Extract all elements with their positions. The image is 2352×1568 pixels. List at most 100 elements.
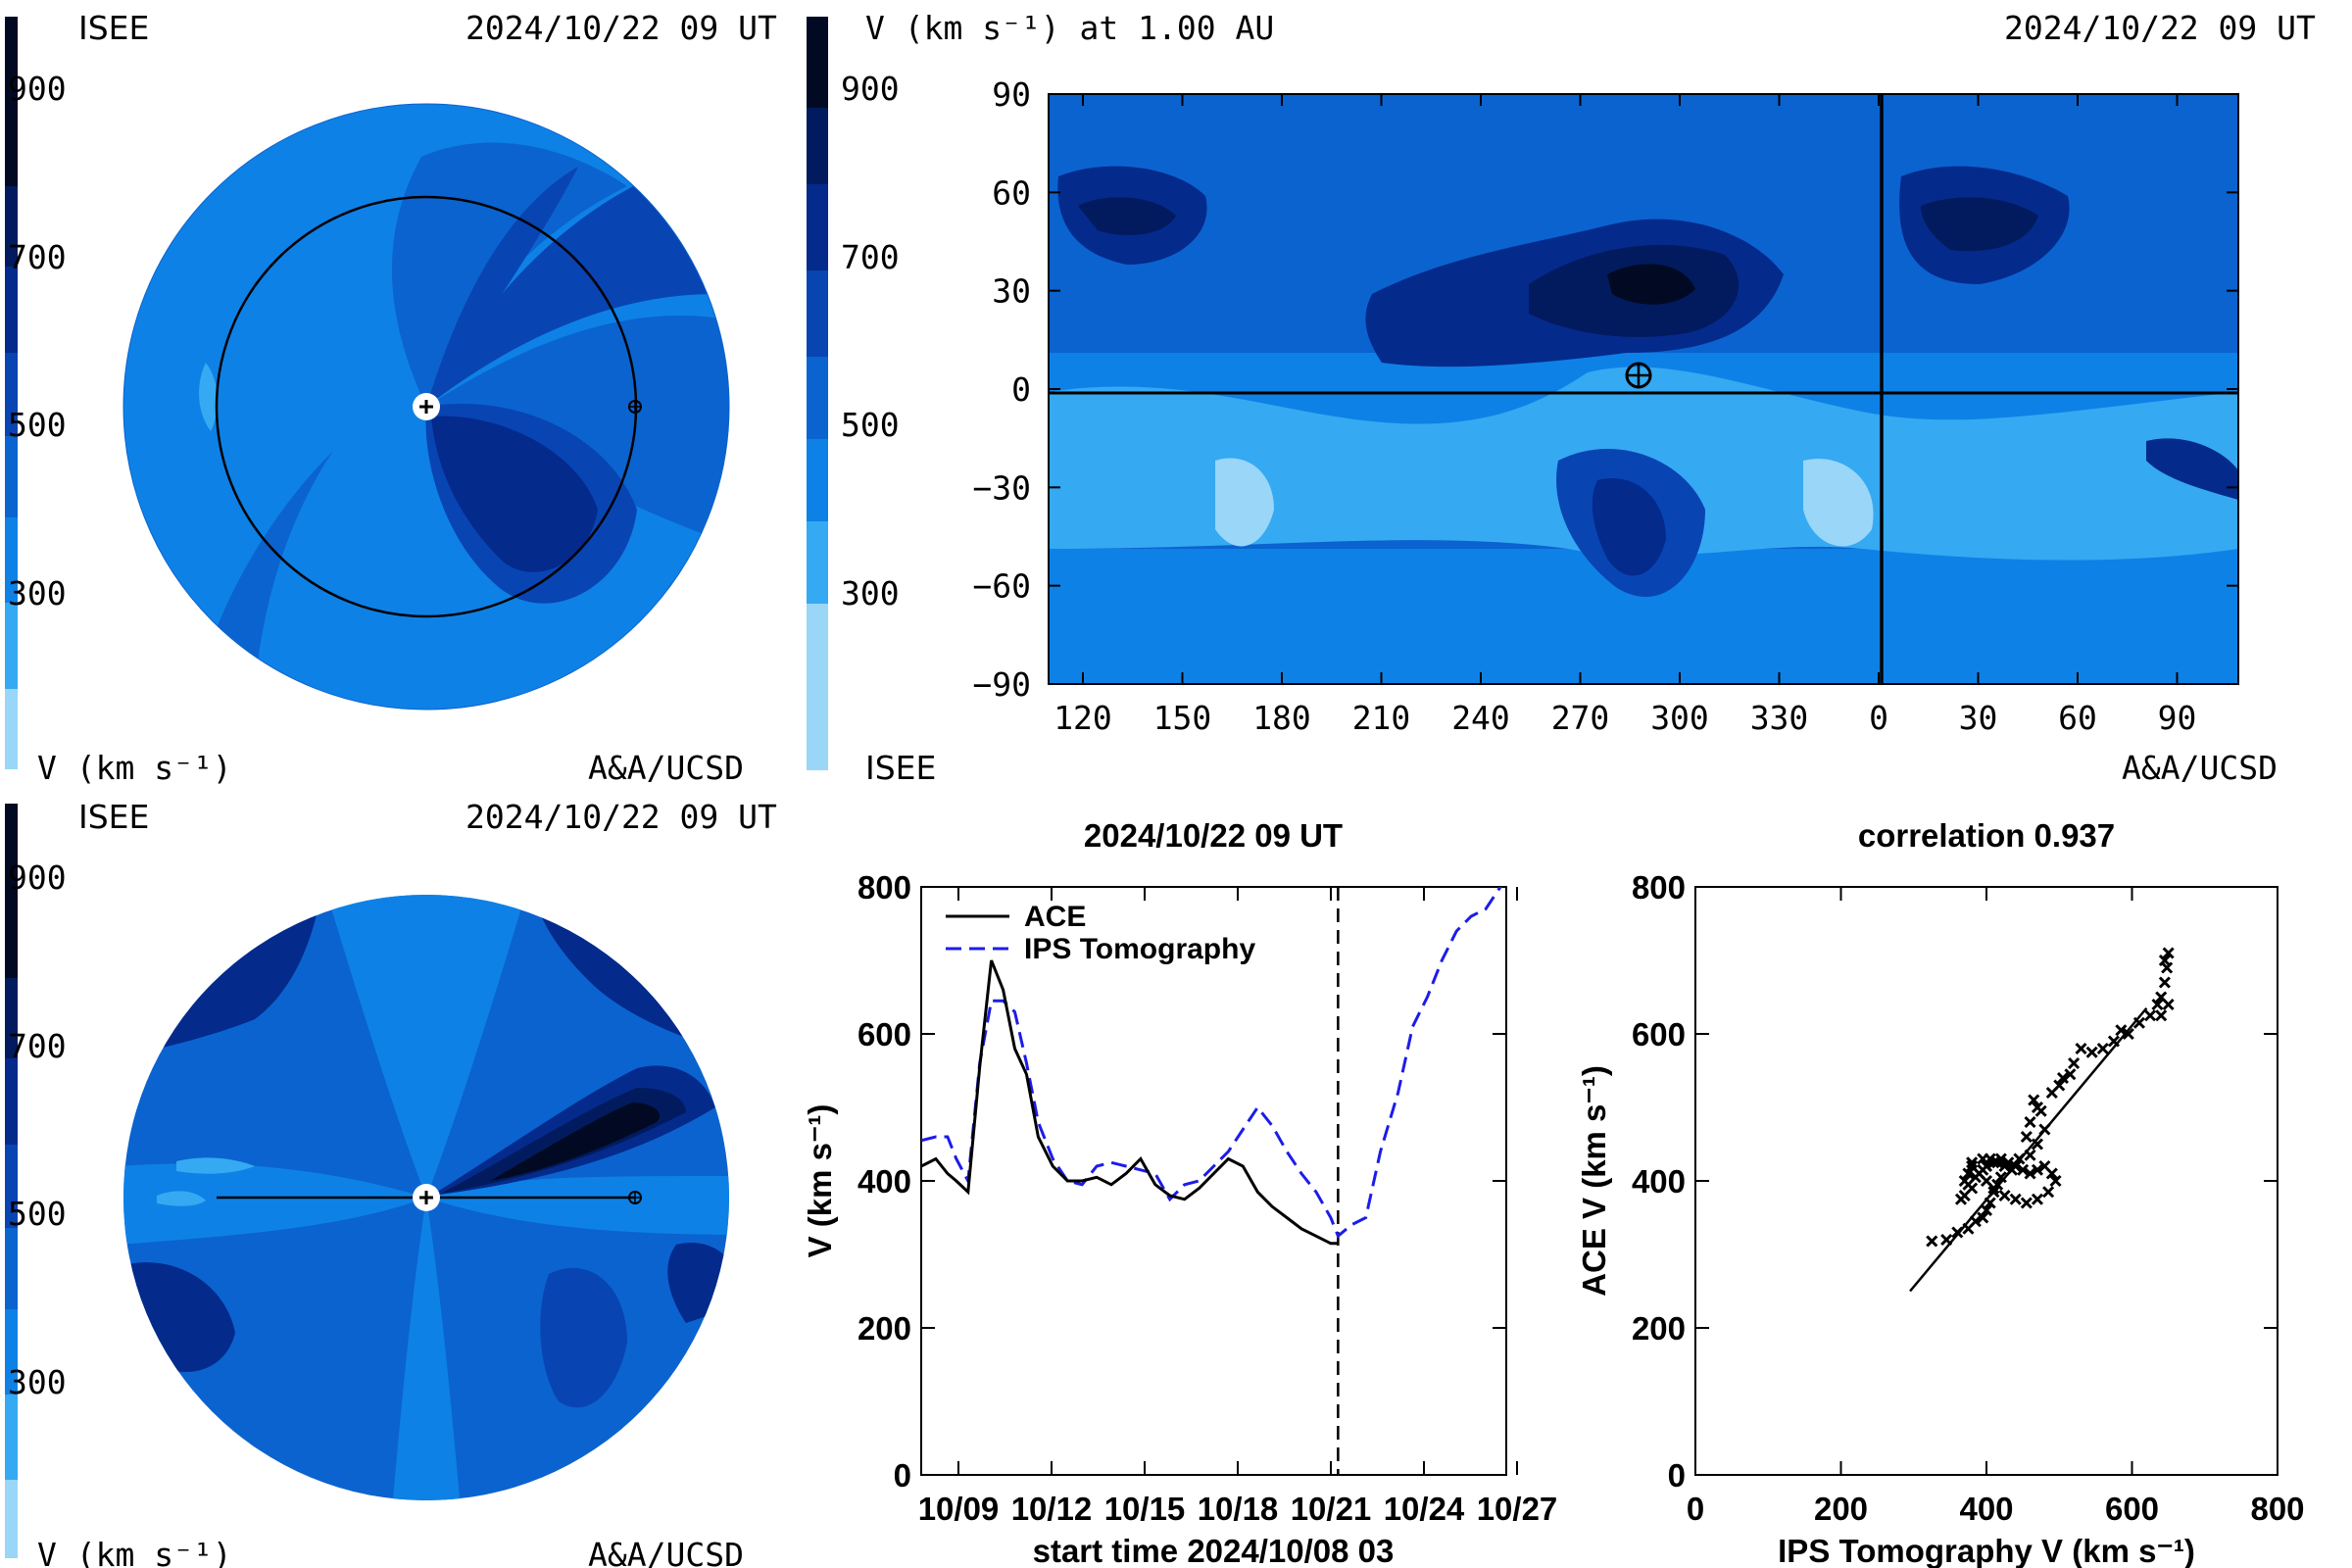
scale-tick-300: 300 <box>841 574 900 612</box>
colorbar-segment <box>5 353 18 439</box>
scatter-point <box>2038 1123 2051 1136</box>
scatter-point <box>1994 1171 2007 1184</box>
scatter-point <box>1977 1211 1989 1224</box>
x-tick-label: 10/15 <box>1104 1491 1186 1527</box>
scale-tick-500: 500 <box>8 406 67 444</box>
scatter-point <box>1926 1235 1938 1248</box>
scale-tick-700: 700 <box>8 1027 67 1065</box>
earth-cross-icon <box>629 401 641 413</box>
colorbar-segment <box>807 17 828 110</box>
scale-tick-300: 300 <box>8 1363 67 1401</box>
scatter-point <box>2020 1130 2033 1144</box>
contour-level <box>426 1176 729 1235</box>
x-tick-label: 10/21 <box>1291 1491 1372 1527</box>
contour-level <box>196 451 333 686</box>
x-tick-label: 120 <box>1054 699 1112 737</box>
timestamp-label: 2024/10/22 09 UT <box>466 798 777 836</box>
top-right-colorbar <box>807 17 828 770</box>
x-tick-label: 270 <box>1551 699 1610 737</box>
lat-lon-velocity-map <box>1049 94 2238 684</box>
scatter-point <box>2024 1115 2036 1129</box>
scatter-axis-ticks: 0 200 400 600 800 0 200 400 600 800 <box>1632 869 2305 1527</box>
fit-line <box>1909 1006 2148 1293</box>
scatter-point <box>2031 1193 2044 1205</box>
colorbar-segment <box>5 804 18 980</box>
x-tick-label: 0 <box>1687 1491 1704 1527</box>
colorbar-segment <box>5 1058 18 1147</box>
y-tick-label: 400 <box>1632 1163 1686 1200</box>
legend-label-ips: IPS Tomography <box>1024 933 1255 965</box>
bottom-left-colorbar <box>5 804 18 1558</box>
colorbar-segment <box>807 604 828 770</box>
y-tick-label: 60 <box>992 173 1031 212</box>
scatter-point <box>2155 1009 2168 1022</box>
contour-level <box>490 1102 661 1181</box>
contour-level <box>1078 197 1176 235</box>
scatter-point <box>1984 1152 1996 1165</box>
top-left-colorbar <box>5 17 18 769</box>
scatter-point <box>2132 1016 2145 1029</box>
colorbar-segment <box>807 184 828 272</box>
credit-label: A&A/UCSD <box>588 1536 744 1568</box>
timestamp-label: 2024/10/22 09 UT <box>2004 9 2316 47</box>
colorbar-segment <box>5 17 18 188</box>
y-tick-label: 600 <box>858 1016 911 1053</box>
colorbar-segment <box>5 267 18 355</box>
sun-cross-icon <box>419 1191 433 1204</box>
scatter-point <box>2028 1094 2040 1106</box>
scale-tick-300: 300 <box>8 574 67 612</box>
credit-label: A&A/UCSD <box>588 749 744 787</box>
y-tick-label: −30 <box>972 468 1031 507</box>
y-axis-label: V (km s⁻¹) <box>802 1104 838 1258</box>
scatter-point <box>2107 1035 2121 1048</box>
scatter-point <box>2158 954 2171 967</box>
y-tick-label: 0 <box>1668 1457 1686 1494</box>
x-tick-label: 10/24 <box>1384 1491 1465 1527</box>
y-tick-label: 90 <box>992 75 1031 114</box>
scatter-title: correlation 0.937 <box>1858 817 2115 854</box>
unit-label: V (km s⁻¹) <box>37 1536 232 1568</box>
y-tick-label: 400 <box>858 1163 911 1200</box>
scatter-chart: correlation 0.937 0 200 400 600 800 0 200 400 60… <box>1576 817 2305 1568</box>
scale-tick-700: 700 <box>841 238 900 276</box>
x-tick-label: 800 <box>2250 1491 2304 1527</box>
top-right-panel: V (km s⁻¹) at 1.00 AU 2024/10/22 09 UT 9… <box>807 9 2316 787</box>
top-left-velocity-map <box>123 104 729 710</box>
colorbar-segment <box>807 357 828 441</box>
contour-level <box>431 416 598 572</box>
scatter-point <box>2151 998 2164 1011</box>
top-left-panel: ISEE 2024/10/22 09 UT 900 700 500 300 V … <box>5 9 777 787</box>
colorbar-segment <box>807 270 828 359</box>
contour-level <box>1921 197 2038 252</box>
scale-tick-900: 900 <box>841 70 900 108</box>
contour-level <box>199 363 218 431</box>
x-tick-label: 330 <box>1750 699 1809 737</box>
scatter-point <box>2085 1046 2098 1058</box>
x-tick-label: 180 <box>1252 699 1311 737</box>
contour-level <box>1049 94 2238 172</box>
chart-title: 2024/10/22 09 UT <box>1084 817 1343 854</box>
x-tick-label: 10/27 <box>1477 1491 1558 1527</box>
scale-tick-900: 900 <box>8 858 67 897</box>
scatter-point <box>1940 1233 1953 1247</box>
plot-frame <box>920 886 1507 1476</box>
axis-ticks: 0 200 400 600 800 10/09 10/12 10/15 10/18 10/21 10… <box>858 869 1557 1527</box>
time-series-chart: 2024/10/22 09 UT 0 200 400 600 800 10/09 10/12… <box>802 817 1557 1568</box>
colorbar-segment <box>5 1228 18 1311</box>
scatter-point <box>1962 1167 1975 1180</box>
scatter-point <box>2162 998 2175 1011</box>
scatter-point <box>2042 1186 2055 1199</box>
scatter-point <box>1969 1215 1982 1228</box>
contour-level <box>667 1243 729 1323</box>
org-label: ISEE <box>78 798 149 836</box>
contour-level <box>123 1163 426 1245</box>
colorbar-segment <box>5 186 18 270</box>
y-tick-label: 200 <box>1632 1310 1686 1347</box>
colorbar-segment <box>5 436 18 519</box>
bottom-left-panel: ISEE 2024/10/22 09 UT 900 700 500 300 V … <box>5 798 777 1568</box>
colorbar-segment <box>5 1309 18 1397</box>
x-tick-label: 10/18 <box>1198 1491 1279 1527</box>
y-tick-label: −60 <box>972 567 1031 606</box>
contour-level <box>176 1157 255 1174</box>
